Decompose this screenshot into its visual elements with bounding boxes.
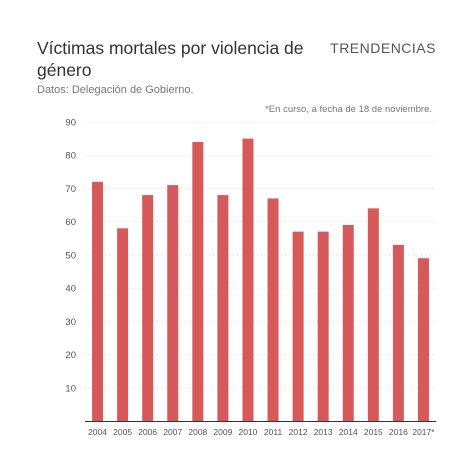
y-tick-label: 70: [65, 184, 76, 195]
y-tick-label: 40: [65, 284, 76, 295]
x-tick-label: 2015: [364, 427, 383, 437]
x-tick-label: 2008: [188, 427, 207, 437]
bar-2011: [267, 198, 279, 421]
bar-2008: [192, 141, 204, 421]
axis-layer: 10 20 30 40 50 60 70 80 90 2004 2005 2006 2007 2008 20…: [65, 118, 436, 437]
y-tick-label: 60: [65, 217, 76, 228]
x-tick-label: 2014: [339, 427, 358, 437]
grid-layer: [85, 121, 436, 389]
bar-2010: [242, 138, 254, 421]
chart-note: *En curso, a fecha de 18 de noviembre.: [265, 104, 432, 115]
bar-2012: [292, 231, 304, 421]
x-tick-label: 2016: [389, 427, 408, 437]
y-tick-label: 80: [65, 151, 76, 162]
bar-2016: [392, 244, 404, 421]
x-tick-label: 2005: [113, 427, 132, 437]
x-tick-label: 2012: [289, 427, 308, 437]
y-tick-label: 10: [65, 383, 76, 394]
x-tick-label: 2004: [88, 427, 107, 437]
x-tick-label: 2007: [163, 427, 182, 437]
bar-layer: [92, 138, 429, 421]
bar-2013: [317, 231, 329, 421]
brand-logo: TRENDENCIAS: [330, 40, 436, 56]
bar-2005: [117, 228, 129, 421]
bar-2006: [142, 195, 154, 421]
x-tick-label: 2017*: [412, 427, 435, 437]
x-tick-label: 2006: [138, 427, 157, 437]
y-tick-label: 50: [65, 250, 76, 261]
bar-2004: [92, 181, 104, 421]
x-tick-label: 2010: [239, 427, 258, 437]
bar-2014: [342, 224, 354, 421]
bar-2015: [367, 208, 379, 421]
y-tick-label: 20: [65, 350, 76, 361]
chart-title: Víctimas mortales por violencia de géner…: [37, 38, 304, 80]
bar-2007: [167, 185, 179, 421]
x-tick-label: 2013: [314, 427, 333, 437]
x-tick-label: 2009: [213, 427, 232, 437]
bar-2009: [217, 195, 229, 421]
y-tick-label: 30: [65, 317, 76, 328]
bar-2017: [417, 258, 429, 421]
y-tick-label: 90: [65, 118, 76, 129]
x-tick-label: 2011: [264, 427, 283, 437]
chart-subtitle: Datos: Delegación de Gobierno.: [37, 84, 194, 96]
